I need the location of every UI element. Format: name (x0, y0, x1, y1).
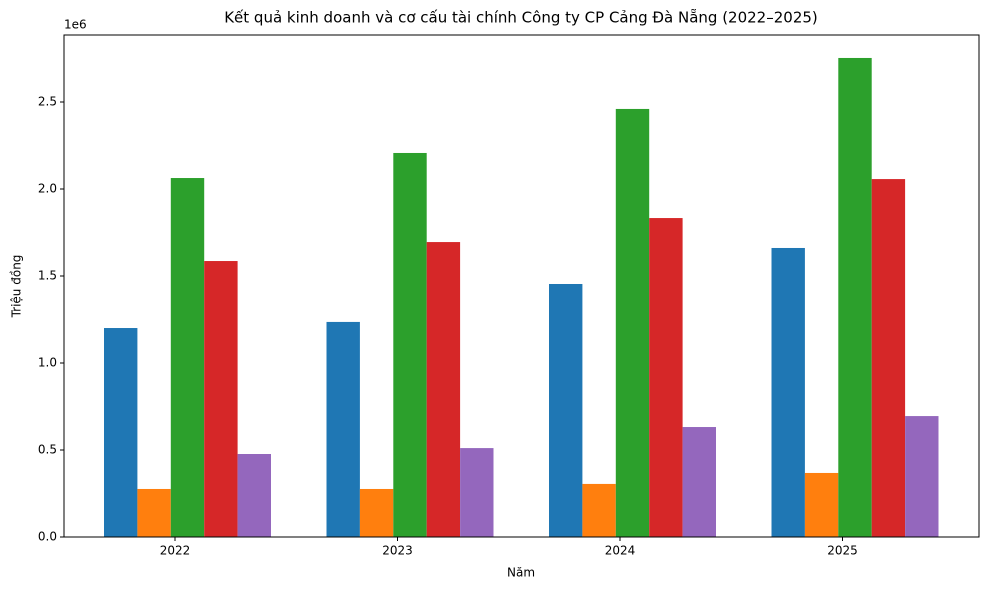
bar (204, 261, 238, 537)
y-tick-label: 1.5 (38, 268, 57, 282)
bar (549, 283, 583, 537)
bar (682, 427, 716, 537)
x-tick-label: 2025 (827, 544, 858, 558)
bar (137, 488, 171, 537)
chart-title: Kết quả kinh doanh và cơ cấu tài chính C… (224, 9, 818, 27)
x-tick-label: 2023 (382, 544, 413, 558)
bar (359, 488, 394, 537)
x-axis-label: Năm (507, 566, 535, 580)
y-offset-text: 1e6 (64, 18, 87, 32)
x-tick-label: 2024 (605, 544, 636, 558)
bar (905, 416, 939, 537)
bar (426, 242, 461, 537)
bar (838, 57, 872, 538)
bar (615, 108, 650, 537)
y-tick-label: 0.5 (38, 442, 57, 456)
bar (326, 321, 360, 537)
bar (460, 448, 494, 537)
bar (170, 178, 205, 537)
y-tick-label: 2.5 (38, 94, 57, 108)
bar (582, 483, 616, 537)
plot-frame (63, 34, 980, 538)
bar (104, 328, 138, 537)
y-tick-label: 2.0 (38, 181, 57, 195)
y-tick-label: 0.0 (38, 530, 57, 544)
bar (649, 218, 683, 538)
bar (771, 247, 805, 538)
x-tick-label: 2022 (160, 544, 191, 558)
bar (237, 454, 271, 537)
bar (804, 472, 839, 537)
y-axis-label: Triệu đồng (10, 255, 24, 319)
bar (871, 179, 906, 537)
bar (393, 152, 427, 537)
y-tick-label: 1.0 (38, 355, 57, 369)
